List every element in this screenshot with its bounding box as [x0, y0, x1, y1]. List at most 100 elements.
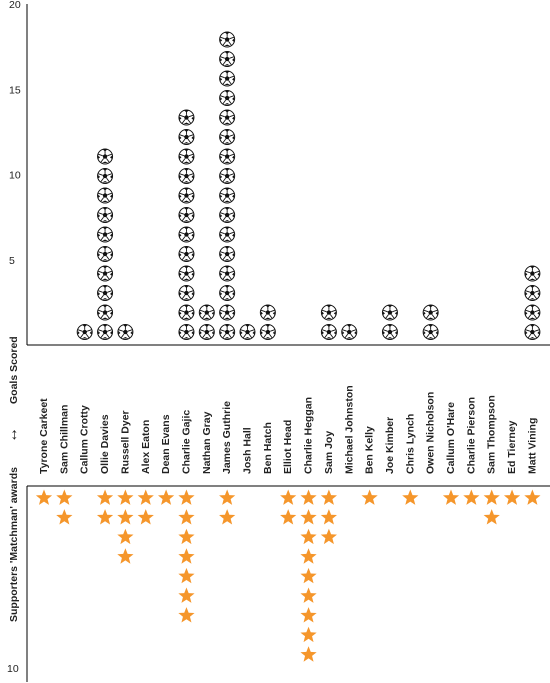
star-icon	[137, 489, 154, 505]
football-icon	[97, 324, 114, 340]
football-icon	[97, 246, 114, 262]
football-icon	[178, 265, 195, 282]
awards-axis-label: Supporters 'Matchman' awards	[8, 467, 20, 622]
star-icon	[320, 528, 337, 545]
awards-series	[35, 489, 541, 662]
star-icon	[178, 607, 195, 623]
top-axis-tick-label: 20	[9, 0, 21, 11]
player-label: Charlie Pierson	[465, 397, 477, 474]
player-label: Joe Kimber	[384, 417, 396, 474]
football-icon	[422, 324, 439, 340]
football-icon	[178, 207, 195, 223]
player-label: Ed Tierney	[506, 420, 518, 474]
star-icon	[463, 489, 480, 505]
football-icon	[219, 226, 236, 243]
player-label: James Guthrie	[221, 401, 233, 474]
star-icon	[117, 528, 134, 545]
football-icon	[320, 304, 337, 321]
player-label: Sam Chillman	[58, 405, 70, 474]
football-icon	[239, 324, 256, 340]
player-label: Ollie Davies	[99, 414, 111, 474]
star-icon	[219, 509, 236, 525]
top-axis-tick-label: 5	[9, 255, 15, 267]
player-label: Ben Hatch	[262, 422, 274, 474]
player-label: Tyrone Carkeet	[38, 398, 50, 474]
football-icon	[219, 324, 236, 340]
star-icon	[361, 489, 378, 505]
star-icon	[300, 548, 317, 564]
football-icon	[198, 304, 215, 321]
football-icon	[219, 129, 236, 145]
star-icon	[96, 509, 114, 525]
football-icon	[97, 285, 114, 301]
football-icon	[219, 31, 236, 48]
axis-divider-arrow: ↔	[4, 427, 21, 443]
star-icon	[300, 607, 317, 623]
football-icon	[219, 304, 236, 321]
star-icon	[300, 489, 317, 505]
star-icon	[117, 509, 134, 525]
football-icon	[219, 109, 236, 126]
star-icon	[137, 509, 154, 525]
star-icon	[402, 489, 419, 505]
star-icon	[300, 587, 317, 603]
bottom-y-axis: 10	[7, 486, 28, 682]
football-icon	[76, 324, 93, 340]
player-label: Sam Thompson	[486, 395, 498, 474]
football-icon	[524, 285, 541, 301]
star-icon	[442, 489, 460, 505]
football-icon	[97, 304, 114, 321]
player-label: Josh Hall	[242, 427, 254, 474]
bottom-axis-tick-label: 10	[7, 663, 19, 675]
star-icon	[503, 489, 521, 505]
star-icon	[158, 489, 175, 505]
football-icon	[219, 168, 236, 184]
star-icon	[320, 509, 337, 525]
football-icon	[219, 187, 236, 204]
player-label: Matt Vining	[526, 418, 538, 474]
star-icon	[280, 509, 297, 525]
football-icon	[219, 207, 236, 223]
football-icon	[381, 304, 398, 321]
player-label: Owen Nicholson	[425, 392, 437, 474]
football-icon	[97, 226, 114, 243]
football-icon	[219, 51, 236, 67]
player-label: Nathan Gray	[201, 411, 213, 474]
top-axis-tick-label: 10	[9, 170, 21, 182]
player-label: Callum Crotty	[79, 405, 91, 474]
star-icon	[219, 489, 236, 505]
football-icon	[198, 324, 215, 340]
top-axis-tick-label: 15	[9, 84, 21, 96]
player-label: Callum O'Hare	[445, 402, 457, 474]
star-icon	[300, 528, 317, 545]
star-icon	[117, 489, 134, 505]
football-icon	[178, 109, 195, 126]
football-icon	[178, 324, 195, 340]
football-icon	[524, 304, 541, 321]
player-label: Ben Kelly	[364, 426, 376, 474]
star-icon	[178, 528, 195, 545]
football-icon	[178, 187, 195, 204]
star-icon	[300, 567, 317, 584]
football-icon	[178, 226, 195, 243]
top-y-axis: 5 10 15 20	[9, 0, 28, 345]
star-icon	[483, 509, 500, 525]
player-label: Charlie Heggan	[303, 397, 315, 474]
football-icon	[524, 324, 541, 340]
star-icon	[320, 489, 337, 505]
star-icon	[56, 489, 73, 505]
football-icon	[219, 285, 236, 301]
star-icon	[300, 509, 317, 525]
football-icon	[117, 324, 134, 340]
star-icon	[300, 646, 317, 662]
football-icon	[178, 304, 195, 321]
football-icon	[97, 207, 114, 223]
football-icon	[178, 148, 195, 165]
football-icon	[178, 285, 195, 301]
player-label: Russell Dyer	[119, 410, 131, 474]
star-icon	[56, 509, 73, 525]
player-label: Michael Johnston	[343, 385, 355, 474]
football-icon	[524, 265, 541, 282]
star-icon	[483, 489, 500, 505]
